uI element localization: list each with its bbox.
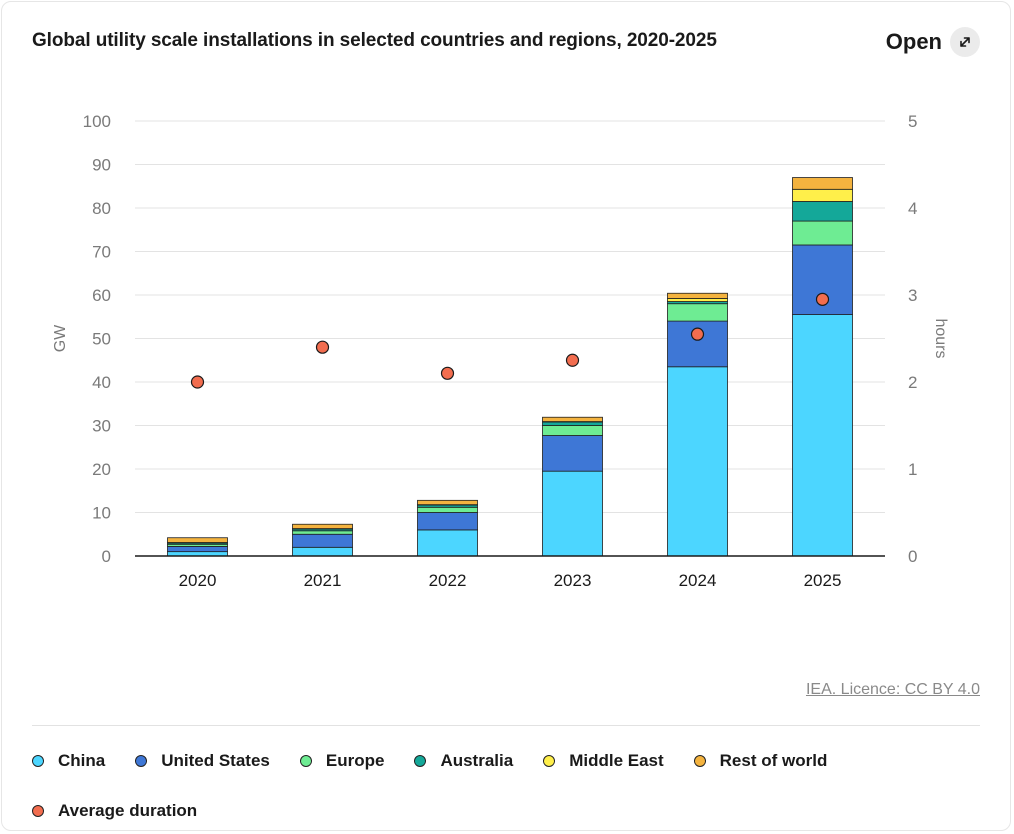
bar-segment-china — [542, 470, 603, 557]
x-tick-label: 2025 — [804, 571, 842, 590]
legend: China United States Europe Australia Middle … — [32, 750, 932, 822]
legend-swatch — [414, 755, 427, 767]
legend-swatch — [693, 755, 706, 767]
average-duration-point — [315, 340, 330, 354]
bar-segment-rest-of-world — [292, 523, 353, 529]
divider — [32, 725, 980, 726]
y-tick-label: 100 — [83, 112, 111, 131]
bar-segment-middle-east — [792, 188, 853, 202]
average-duration-point — [815, 292, 830, 306]
legend-swatch — [32, 805, 44, 817]
legend-label: China — [58, 751, 106, 770]
x-tick-label: 2023 — [554, 571, 592, 590]
x-tick-label: 2020 — [179, 571, 217, 590]
bar-segment-europe — [542, 425, 603, 436]
y-right-axis-title: hours — [932, 318, 949, 358]
bar-segment-europe — [417, 506, 478, 513]
bar-segment-rest-of-world — [792, 177, 853, 190]
x-tick-label: 2024 — [679, 571, 717, 590]
y-tick-label: 30 — [92, 417, 111, 436]
bar-segment-middle-east — [667, 298, 728, 302]
bar-segment-china — [792, 314, 853, 557]
bar-segment-united-states — [542, 435, 603, 472]
y-tick-label: 80 — [92, 199, 111, 218]
x-tick-label: 2022 — [429, 571, 467, 590]
legend-label: Australia — [440, 751, 514, 770]
y-tick-label: 20 — [92, 460, 111, 479]
legend-swatch — [543, 755, 556, 767]
y-axis-title: GW — [52, 324, 69, 352]
legend-label: Average duration — [58, 801, 198, 820]
bar-segment-united-states — [167, 546, 228, 553]
bar-segment-australia — [792, 201, 853, 222]
bar-segment-europe — [667, 303, 728, 322]
y-right-tick-label: 5 — [908, 112, 917, 131]
average-duration-point — [440, 366, 455, 380]
y-tick-label: 0 — [102, 547, 111, 566]
average-duration-point — [565, 353, 580, 367]
y-tick-label: 40 — [92, 373, 111, 392]
y-right-tick-label: 2 — [908, 373, 917, 392]
y-right-tick-label: 1 — [908, 460, 917, 479]
legend-label: United States — [161, 751, 270, 770]
legend-item-middle-east[interactable]: Middle East — [543, 750, 664, 772]
bar-segment-china — [667, 366, 728, 557]
bar-segment-china — [417, 529, 478, 557]
chart-plot: 0 10 20 30 40 50 60 70 80 90 100 0 1 2 3 4 5 GW hours 2020 2… — [52, 112, 949, 590]
expand-icon[interactable] — [950, 27, 980, 57]
legend-label: Middle East — [569, 751, 664, 770]
bar-segment-europe — [792, 220, 853, 246]
licence-link[interactable]: IEA. Licence: CC BY 4.0 — [805, 681, 980, 698]
y-tick-label: 10 — [92, 504, 111, 523]
bar-segment-rest-of-world — [167, 537, 228, 543]
bar-segment-united-states — [417, 512, 478, 531]
average-duration-point — [190, 375, 205, 389]
chart-title: Global utility scale installations in se… — [32, 30, 717, 51]
open-button[interactable]: Open — [886, 27, 980, 57]
bar-segment-australia — [542, 421, 603, 426]
legend-item-australia[interactable]: Australia — [414, 750, 513, 772]
bar-segment-china — [292, 546, 353, 557]
open-label: Open — [885, 29, 942, 54]
y-right-tick-label: 3 — [908, 286, 917, 305]
legend-label: Rest of world — [719, 751, 828, 770]
legend-item-europe[interactable]: Europe — [299, 750, 385, 772]
x-tick-label: 2021 — [304, 571, 342, 590]
bar-segment-rest-of-world — [667, 292, 728, 299]
legend-item-rest-of-world[interactable]: Rest of world — [693, 750, 828, 772]
legend-item-average-duration[interactable]: Average duration — [32, 800, 197, 822]
y-tick-label: 90 — [92, 156, 111, 175]
legend-swatch — [299, 755, 312, 767]
legend-swatch — [135, 755, 148, 767]
average-duration-point — [690, 327, 705, 341]
legend-swatch — [32, 755, 44, 767]
legend-label: Europe — [325, 751, 385, 770]
y-right-tick-label: 0 — [908, 547, 917, 566]
y-right-tick-label: 4 — [908, 199, 917, 218]
legend-item-china[interactable]: China — [32, 750, 105, 772]
y-tick-label: 60 — [92, 286, 111, 305]
bar-segment-rest-of-world — [417, 499, 478, 506]
y-tick-label: 50 — [92, 330, 111, 349]
bar-segment-united-states — [292, 533, 353, 548]
bar-segment-rest-of-world — [542, 416, 603, 422]
bar-segment-europe — [292, 530, 353, 535]
legend-item-united-states[interactable]: United States — [135, 750, 270, 772]
y-tick-label: 70 — [92, 243, 111, 262]
